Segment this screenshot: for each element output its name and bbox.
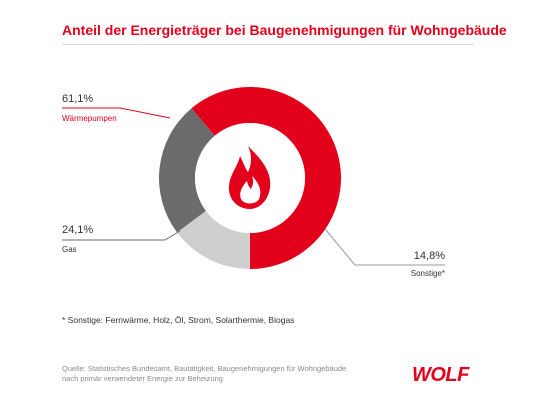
source-note: Quelle: Statistisches Bundesamt, Bautäti… xyxy=(62,364,347,383)
donut-slice-wärmepumpen xyxy=(191,87,341,270)
label-value-gas: 24,1% xyxy=(62,224,93,236)
label-value-waermepumpen: 61,1% xyxy=(62,93,93,105)
donut-slice-sonstige xyxy=(177,210,250,269)
label-name-waermepumpen: Wärmepumpen xyxy=(62,114,117,123)
flame-icon xyxy=(228,146,271,209)
label-name-gas: Gas xyxy=(62,245,77,254)
leader-line-gas xyxy=(62,230,181,241)
leader-line-sonstige xyxy=(324,228,445,266)
chart-title: Anteil der Energieträger bei Baugenehmig… xyxy=(62,22,507,38)
title-divider xyxy=(62,44,474,45)
wolf-logo: WOLF xyxy=(412,364,469,386)
donut-slice-gas xyxy=(159,108,215,233)
label-name-sonstige: Sonstige* xyxy=(411,269,445,278)
donut-slices xyxy=(159,87,341,270)
leader-line-waermepumpen xyxy=(62,107,171,119)
footnote: * Sonstige: Fernwärme, Holz, Öl, Strom, … xyxy=(62,315,295,325)
label-value-sonstige: 14,8% xyxy=(414,250,445,262)
